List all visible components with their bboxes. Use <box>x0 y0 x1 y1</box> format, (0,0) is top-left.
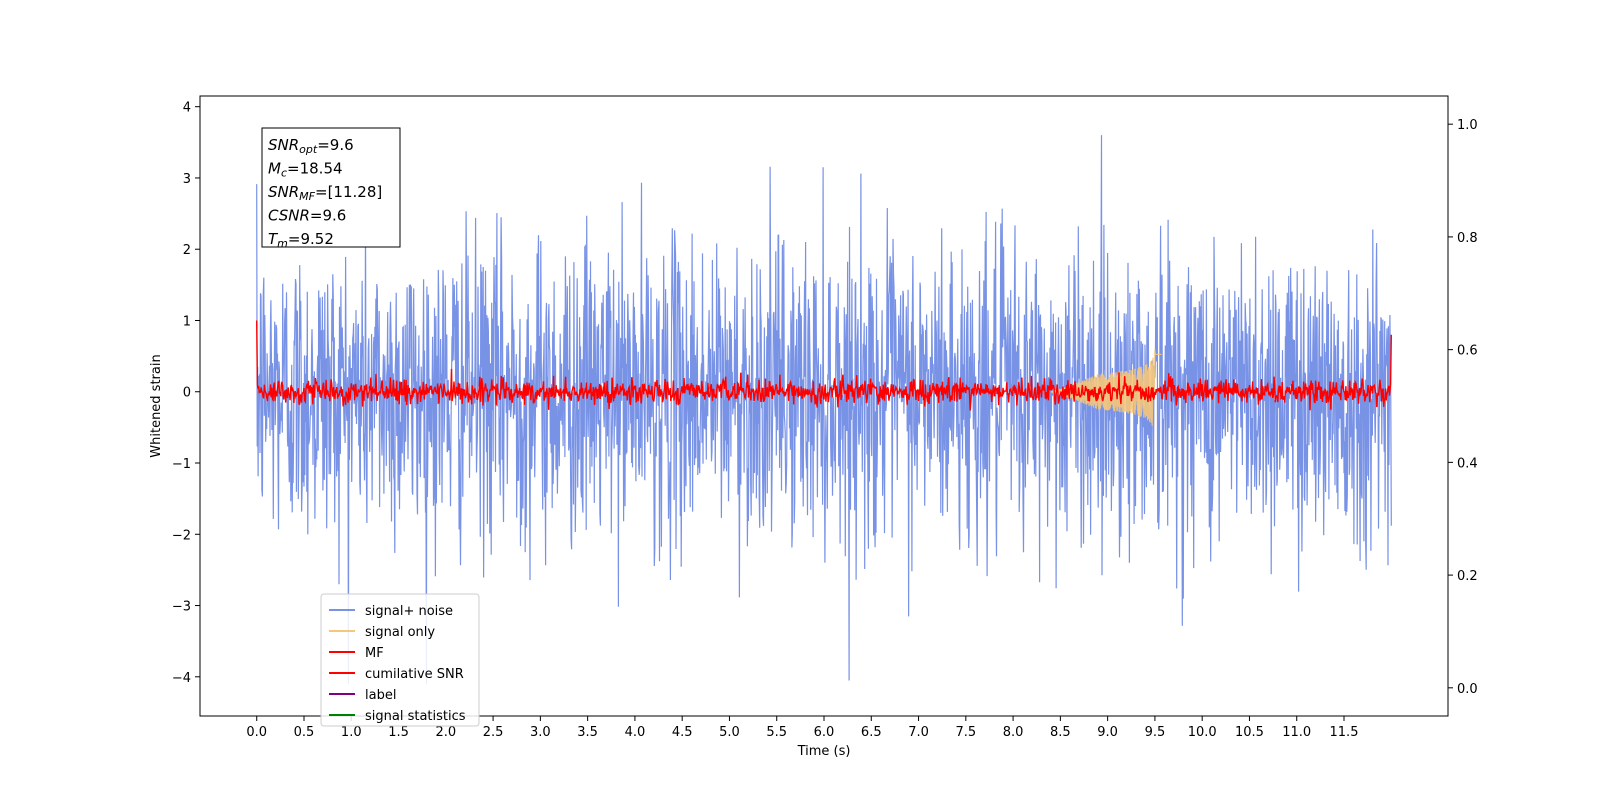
x-tick-label: 3.0 <box>530 725 551 740</box>
x-tick-label: 6.0 <box>814 725 835 740</box>
x-tick-label: 7.5 <box>955 725 976 740</box>
x-tick-label: 5.0 <box>719 725 740 740</box>
stats-line: Mc=18.54 <box>268 160 343 180</box>
legend: signal+ noise signal only MF cumilative SNR… <box>320 593 480 727</box>
x-tick-label: 1.0 <box>341 725 362 740</box>
legend-label: signal+ noise <box>365 604 453 619</box>
x-tick-label: 11.5 <box>1330 725 1359 740</box>
left-y-tick-label: −4 <box>172 671 191 686</box>
legend-label: signal statistics <box>365 709 466 724</box>
stats-line: SNRMF=[11.28] <box>268 183 382 203</box>
x-tick-label: 5.5 <box>766 725 787 740</box>
series-signal-noise <box>256 135 1392 684</box>
x-tick-label: 2.0 <box>435 725 456 740</box>
left-y-tick-label: 3 <box>183 172 191 187</box>
x-tick-label: 7.0 <box>908 725 929 740</box>
right-y-axis-ticks: 1.0 0.8 0.6 0.4 0.2 0.0 <box>1448 118 1478 697</box>
x-tick-label: 4.5 <box>672 725 693 740</box>
left-y-tick-label: −3 <box>172 600 191 615</box>
right-y-tick-label: 0.4 <box>1457 456 1478 471</box>
stats-line: SNRopt=9.6 <box>268 136 354 156</box>
left-y-tick-label: 2 <box>183 243 191 258</box>
left-y-tick-label: 4 <box>183 101 191 116</box>
legend-label: MF <box>365 646 384 661</box>
x-axis-ticks: 0.0 0.5 1.0 1.5 2.0 2.5 3.0 3.5 4.0 4.5 5.0 5.5 6.0 6… <box>246 716 1358 740</box>
left-y-axis-ticks: 4 3 2 1 0 −1 −2 −3 −4 <box>172 101 200 686</box>
x-tick-label: 0.0 <box>246 725 267 740</box>
legend-label: cumilative SNR <box>365 667 464 682</box>
stats-box-frame <box>261 127 401 248</box>
y-axis-label: Whitened strain <box>149 354 164 457</box>
x-tick-label: 1.5 <box>388 725 409 740</box>
plot-area <box>256 135 1392 684</box>
left-y-tick-label: 0 <box>183 386 191 401</box>
x-tick-label: 6.5 <box>861 725 882 740</box>
stats-box: SNRopt=9.6 Mc=18.54 SNRMF=[11.28] CSNR=9.6 T… <box>261 127 401 250</box>
x-tick-label: 2.5 <box>483 725 504 740</box>
stats-line: Tm=9.52 <box>268 230 334 250</box>
left-y-tick-label: 1 <box>183 314 191 329</box>
x-axis-label: Time (s) <box>797 744 851 759</box>
right-y-tick-label: 0.6 <box>1457 344 1478 359</box>
left-y-tick-label: −2 <box>172 528 191 543</box>
x-tick-label: 10.0 <box>1188 725 1217 740</box>
x-tick-label: 9.5 <box>1145 725 1166 740</box>
x-tick-label: 8.0 <box>1003 725 1024 740</box>
x-tick-label: 11.0 <box>1282 725 1311 740</box>
legend-label: label <box>365 688 396 703</box>
right-y-tick-label: 1.0 <box>1457 118 1478 133</box>
x-tick-label: 4.0 <box>625 725 646 740</box>
legend-frame <box>320 593 480 727</box>
stats-line: CSNR=9.6 <box>268 207 346 225</box>
series-mf <box>256 320 1392 411</box>
x-tick-label: 8.5 <box>1050 725 1071 740</box>
right-y-tick-label: 0.8 <box>1457 231 1478 246</box>
x-tick-label: 10.5 <box>1235 725 1264 740</box>
x-tick-label: 3.5 <box>577 725 598 740</box>
legend-label: signal only <box>365 625 435 640</box>
x-tick-label: 0.5 <box>294 725 315 740</box>
left-y-tick-label: −1 <box>172 457 191 472</box>
right-y-tick-label: 0.0 <box>1457 682 1478 697</box>
x-tick-label: 9.0 <box>1097 725 1118 740</box>
right-y-tick-label: 0.2 <box>1457 569 1478 584</box>
